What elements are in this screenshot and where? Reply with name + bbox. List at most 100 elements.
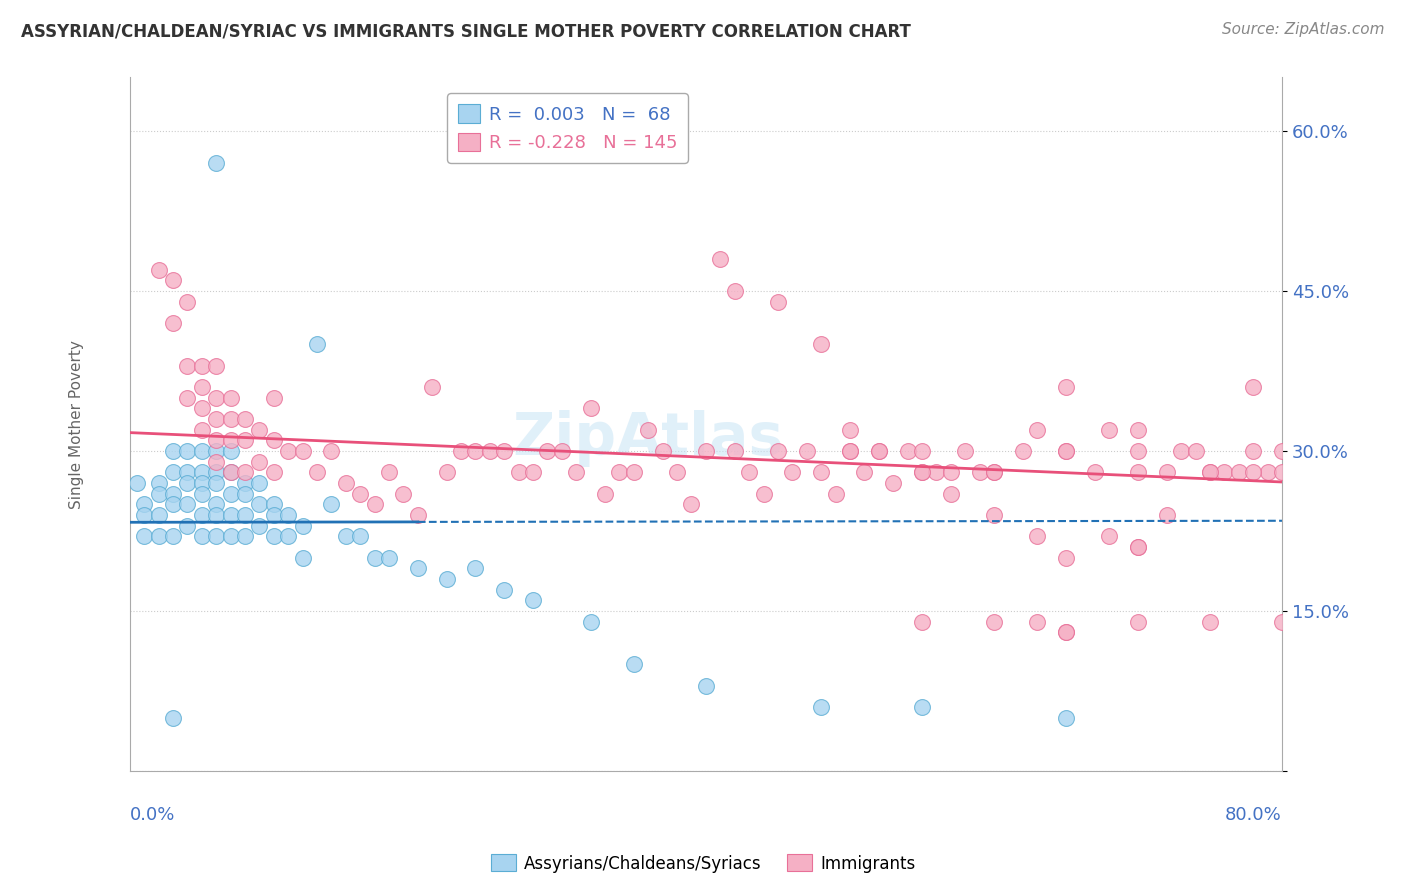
Point — [249, 518, 271, 533]
Point — [148, 529, 170, 543]
Point — [853, 466, 876, 480]
Point — [983, 466, 1005, 480]
Point — [378, 550, 401, 565]
Point — [176, 391, 198, 405]
Point — [263, 508, 285, 522]
Point — [148, 486, 170, 500]
Point — [939, 486, 962, 500]
Point — [464, 561, 486, 575]
Point — [205, 412, 228, 426]
Point — [219, 529, 242, 543]
Point — [868, 444, 890, 458]
Point — [305, 466, 328, 480]
Point — [810, 466, 832, 480]
Point — [378, 466, 401, 480]
Point — [176, 359, 198, 373]
Point — [277, 529, 299, 543]
Point — [766, 444, 789, 458]
Point — [522, 466, 544, 480]
Legend: Assyrians/Chaldeans/Syriacs, Immigrants: Assyrians/Chaldeans/Syriacs, Immigrants — [484, 847, 922, 880]
Point — [406, 508, 429, 522]
Point — [233, 475, 256, 490]
Point — [1084, 466, 1107, 480]
Point — [436, 466, 458, 480]
Point — [838, 444, 860, 458]
Point — [651, 444, 673, 458]
Point — [219, 486, 242, 500]
Point — [911, 466, 934, 480]
Point — [1011, 444, 1033, 458]
Point — [494, 444, 516, 458]
Point — [1126, 540, 1149, 554]
Point — [349, 529, 371, 543]
Point — [176, 444, 198, 458]
Point — [263, 391, 285, 405]
Point — [125, 475, 148, 490]
Point — [1026, 615, 1049, 629]
Point — [1054, 625, 1077, 640]
Point — [263, 434, 285, 448]
Point — [162, 497, 184, 511]
Point — [219, 508, 242, 522]
Point — [233, 529, 256, 543]
Point — [205, 529, 228, 543]
Point — [321, 497, 343, 511]
Point — [134, 497, 156, 511]
Point — [637, 423, 659, 437]
Point — [233, 508, 256, 522]
Point — [796, 444, 818, 458]
Point — [205, 359, 228, 373]
Point — [953, 444, 976, 458]
Point — [205, 455, 228, 469]
Point — [1126, 615, 1149, 629]
Point — [249, 455, 271, 469]
Point — [191, 475, 214, 490]
Point — [249, 497, 271, 511]
Point — [176, 518, 198, 533]
Point — [1054, 711, 1077, 725]
Point — [176, 466, 198, 480]
Point — [233, 434, 256, 448]
Point — [1241, 466, 1264, 480]
Point — [1213, 466, 1236, 480]
Point — [291, 550, 314, 565]
Point — [134, 529, 156, 543]
Point — [205, 444, 228, 458]
Point — [939, 466, 962, 480]
Point — [609, 466, 631, 480]
Point — [882, 475, 904, 490]
Point — [824, 486, 846, 500]
Point — [205, 434, 228, 448]
Point — [1199, 466, 1222, 480]
Point — [406, 561, 429, 575]
Point — [219, 444, 242, 458]
Point — [148, 475, 170, 490]
Point — [148, 508, 170, 522]
Point — [162, 711, 184, 725]
Point — [363, 550, 385, 565]
Text: ZipAtlas: ZipAtlas — [513, 409, 785, 467]
Point — [911, 466, 934, 480]
Point — [724, 444, 747, 458]
Point — [1271, 444, 1294, 458]
Text: 80.0%: 80.0% — [1225, 805, 1282, 824]
Point — [1054, 625, 1077, 640]
Point — [249, 475, 271, 490]
Point — [233, 412, 256, 426]
Point — [191, 508, 214, 522]
Point — [263, 497, 285, 511]
Point — [1257, 466, 1279, 480]
Point — [191, 401, 214, 416]
Point — [478, 444, 501, 458]
Point — [1126, 540, 1149, 554]
Point — [233, 466, 256, 480]
Point — [969, 466, 991, 480]
Point — [335, 475, 357, 490]
Point — [983, 466, 1005, 480]
Point — [219, 466, 242, 480]
Point — [579, 615, 602, 629]
Point — [291, 518, 314, 533]
Point — [838, 423, 860, 437]
Point — [810, 700, 832, 714]
Point — [219, 391, 242, 405]
